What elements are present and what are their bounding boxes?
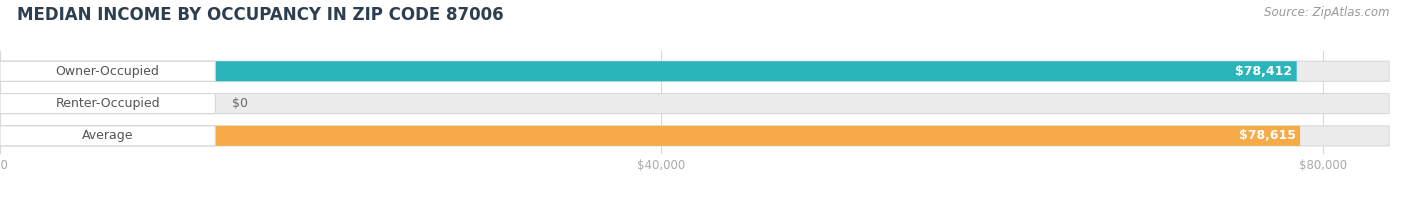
Text: Owner-Occupied: Owner-Occupied [56, 65, 160, 78]
FancyBboxPatch shape [0, 126, 1389, 146]
FancyBboxPatch shape [0, 126, 215, 146]
FancyBboxPatch shape [0, 126, 1301, 146]
Text: $78,412: $78,412 [1236, 65, 1292, 78]
FancyBboxPatch shape [0, 94, 35, 114]
FancyBboxPatch shape [0, 61, 1389, 81]
FancyBboxPatch shape [0, 94, 215, 114]
Text: Renter-Occupied: Renter-Occupied [55, 97, 160, 110]
Text: Average: Average [82, 129, 134, 142]
FancyBboxPatch shape [0, 61, 215, 81]
Text: $0: $0 [232, 97, 247, 110]
FancyBboxPatch shape [0, 61, 1296, 81]
Text: $78,615: $78,615 [1239, 129, 1296, 142]
Text: Source: ZipAtlas.com: Source: ZipAtlas.com [1264, 6, 1389, 19]
Text: MEDIAN INCOME BY OCCUPANCY IN ZIP CODE 87006: MEDIAN INCOME BY OCCUPANCY IN ZIP CODE 8… [17, 6, 503, 24]
FancyBboxPatch shape [0, 94, 1389, 114]
